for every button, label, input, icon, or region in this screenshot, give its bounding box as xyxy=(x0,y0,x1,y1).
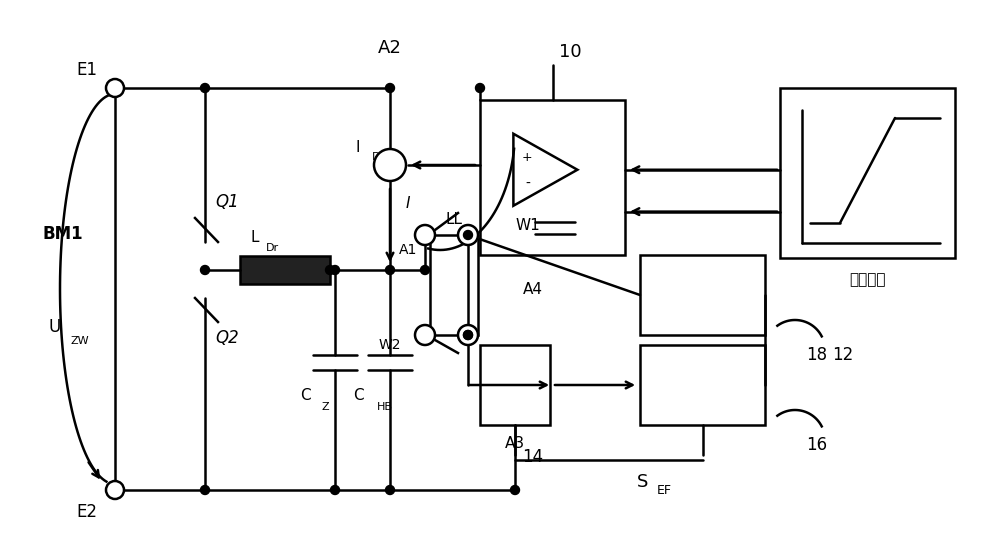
Text: BM1: BM1 xyxy=(43,225,83,243)
Text: A4: A4 xyxy=(523,283,543,298)
Text: 16: 16 xyxy=(806,436,828,454)
Text: S: S xyxy=(637,473,648,491)
Text: A3: A3 xyxy=(505,436,525,451)
Circle shape xyxy=(464,231,473,239)
Bar xyxy=(780,88,955,258)
Text: C: C xyxy=(300,388,310,403)
Text: E2: E2 xyxy=(76,503,98,521)
Text: C: C xyxy=(353,388,363,403)
Text: 10: 10 xyxy=(559,43,582,61)
Text: EF: EF xyxy=(657,483,672,497)
Text: I: I xyxy=(356,139,360,154)
Circle shape xyxy=(415,225,435,245)
Circle shape xyxy=(330,265,340,274)
Text: DC: DC xyxy=(372,152,388,162)
Text: Q1: Q1 xyxy=(215,193,239,211)
Text: I: I xyxy=(406,196,410,211)
Circle shape xyxy=(458,325,478,345)
Text: A1: A1 xyxy=(399,243,417,257)
Text: E1: E1 xyxy=(76,61,98,79)
Circle shape xyxy=(415,325,435,345)
Circle shape xyxy=(458,225,478,245)
Circle shape xyxy=(511,486,520,494)
Text: U: U xyxy=(49,318,61,336)
Bar xyxy=(640,345,765,425)
Text: -: - xyxy=(525,177,530,191)
Circle shape xyxy=(200,486,210,494)
Circle shape xyxy=(106,481,124,499)
Bar xyxy=(480,345,550,425)
Text: Q2: Q2 xyxy=(215,329,239,347)
Circle shape xyxy=(386,84,394,92)
Circle shape xyxy=(374,149,406,181)
Text: 14: 14 xyxy=(522,448,544,466)
Circle shape xyxy=(464,331,473,340)
Circle shape xyxy=(106,79,124,97)
Text: HB: HB xyxy=(377,402,393,412)
Circle shape xyxy=(386,265,394,274)
Bar xyxy=(430,235,478,335)
Circle shape xyxy=(464,331,473,340)
Circle shape xyxy=(330,486,340,494)
Text: 调光水平: 调光水平 xyxy=(849,273,886,288)
Circle shape xyxy=(200,84,210,92)
Circle shape xyxy=(476,84,484,92)
Bar xyxy=(640,255,765,335)
Circle shape xyxy=(200,265,210,274)
Text: +: + xyxy=(522,152,533,164)
Text: W2: W2 xyxy=(379,338,401,352)
Circle shape xyxy=(420,265,430,274)
Bar xyxy=(240,256,330,284)
Text: L: L xyxy=(251,231,259,246)
Text: ZW: ZW xyxy=(71,336,89,346)
Text: Dr: Dr xyxy=(265,243,279,253)
Text: W1: W1 xyxy=(516,217,540,232)
Text: A2: A2 xyxy=(378,39,402,57)
Circle shape xyxy=(326,265,334,274)
Circle shape xyxy=(386,486,394,494)
Text: 12: 12 xyxy=(832,346,854,364)
Text: LL: LL xyxy=(446,212,462,227)
Text: Z: Z xyxy=(321,402,329,412)
Text: 18: 18 xyxy=(806,346,828,364)
Bar xyxy=(480,100,625,255)
